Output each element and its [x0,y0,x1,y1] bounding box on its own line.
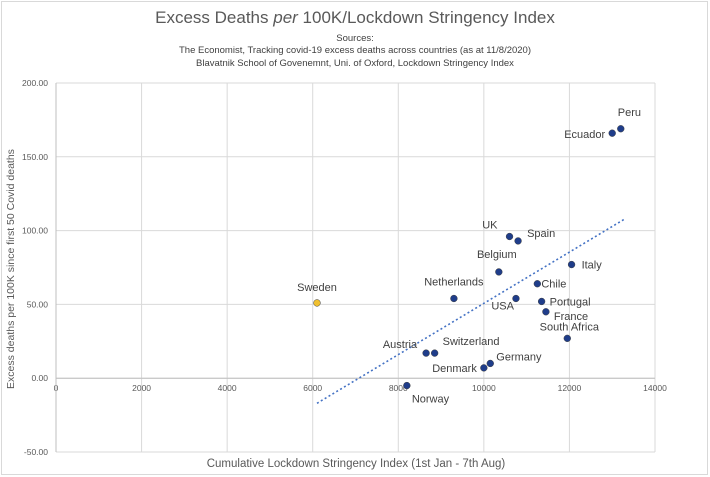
data-point-spain [514,237,522,245]
point-label-norway: Norway [412,394,450,406]
x-tick-label: 2000 [132,383,151,393]
point-label-peru: Peru [618,107,641,119]
source-economist: The Economist, Tracking covid-19 excess … [178,45,532,56]
point-label-portugal: Portugal [550,296,591,308]
data-point-germany [486,359,494,368]
y-tick-label: 200.00 [22,78,48,88]
data-point-switzerland [431,349,439,357]
data-point-peru [617,125,625,133]
point-label-italy: Italy [582,260,603,272]
point-label-germany: Germany [496,351,542,363]
axes: 02000400060008000100001200014000200.0015… [22,78,667,457]
data-point-portugal [537,297,546,306]
trendline-group [316,218,626,404]
point-label-belgium: Belgium [477,249,517,261]
point-label-chile: Chile [541,279,566,291]
data-point-belgium [495,268,503,276]
point-label-austria: Austria [383,339,418,351]
data-point-uk [505,232,514,241]
x-tick-label: 12000 [558,383,582,393]
point-label-spain: Spain [527,228,555,240]
point-label-usa: USA [491,300,514,312]
data-point-denmark [480,364,488,372]
y-axis-label: Excess deaths per 100K since first 50 Co… [5,149,17,389]
data-point-france [542,308,550,316]
x-tick-label: 14000 [643,383,667,393]
data-point-italy [567,260,576,269]
chart-title: Excess Deaths per 100K/Lockdown Stringen… [155,8,555,27]
y-tick-label: 0.00 [31,373,48,383]
x-tick-label: 8000 [389,383,408,393]
y-tick-label: 100.00 [22,226,48,236]
y-tick-label: 150.00 [22,152,48,162]
point-label-south-africa: South Africa [540,321,600,333]
data-point-chile [533,280,541,288]
data-point-ecuador [608,129,616,137]
point-label-france: France [554,311,588,323]
data-points [313,125,625,390]
data-point-sweden [313,299,321,307]
point-label-switzerland: Switzerland [443,336,500,348]
point-labels: Peru Ecuador UK Spain Belgium Italy Chile Swede… [297,107,641,406]
x-tick-label: 4000 [218,383,237,393]
point-label-sweden: Sweden [297,282,337,294]
source-blavatnik: Blavatnik School of Govenemnt, Uni. of O… [196,58,514,69]
data-point-usa [512,294,520,303]
trendline [316,218,626,404]
sources-heading: Sources: [336,33,374,44]
data-point-netherlands [450,294,458,303]
y-tick-label: -50.00 [24,447,48,457]
data-point-south-africa [563,334,571,342]
x-tick-label: 10000 [472,383,496,393]
x-axis-label: Cumulative Lockdown Stringency Index (1s… [206,458,506,470]
point-label-ecuador: Ecuador [564,129,605,141]
x-tick-label: 6000 [303,383,322,393]
data-point-austria [422,349,430,357]
point-label-netherlands: Netherlands [424,276,484,288]
data-point-norway [403,381,411,390]
point-label-uk: UK [482,220,498,232]
y-tick-label: 50.00 [27,299,49,309]
point-label-denmark: Denmark [432,363,477,375]
